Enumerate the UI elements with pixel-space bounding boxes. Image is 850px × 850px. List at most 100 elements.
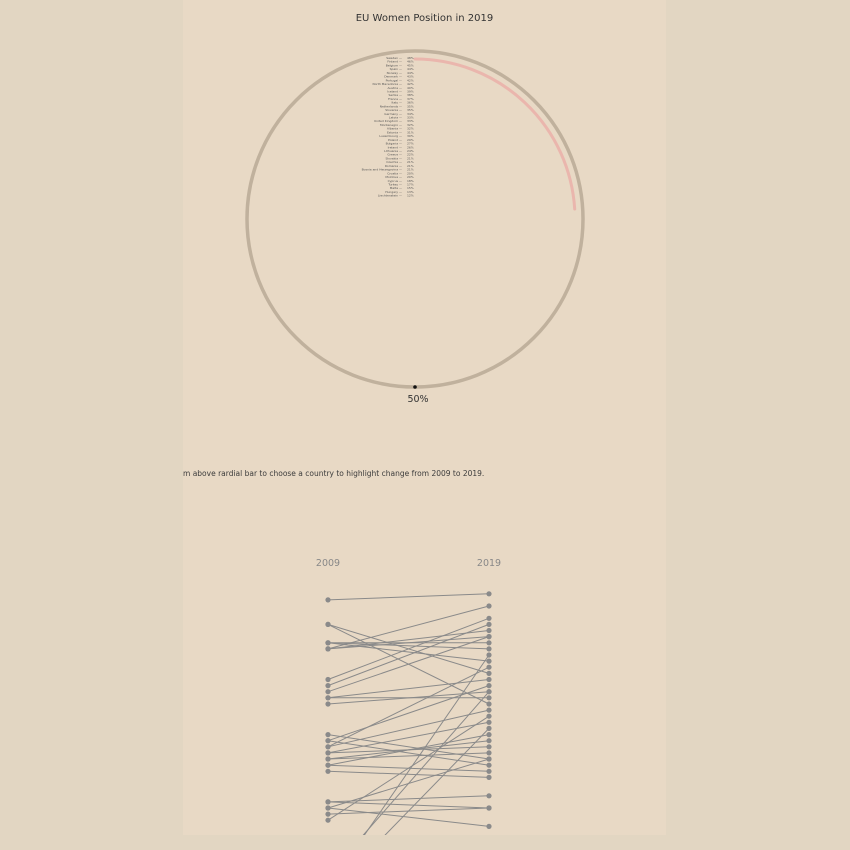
country-value-label: 42% bbox=[407, 82, 414, 86]
country-name-label[interactable]: Norway — bbox=[387, 71, 402, 75]
year-label-end: 2019 bbox=[477, 558, 501, 569]
slope-line bbox=[362, 691, 490, 835]
country-name-label[interactable]: Slovenia — bbox=[385, 108, 402, 112]
country-name-label[interactable]: Liechtenstein — bbox=[378, 194, 402, 198]
slope-line bbox=[327, 666, 490, 748]
country-value-label: 21% bbox=[407, 156, 414, 160]
slope-point bbox=[325, 738, 331, 744]
ring-marker-dot bbox=[413, 385, 417, 389]
slope-chart: 2009 2019 bbox=[316, 558, 501, 835]
radial-bar-chart[interactable]: Sweden — 48% Finland — 46% Belgium — 45% Spain… bbox=[183, 0, 666, 420]
country-value-label: 17% bbox=[407, 182, 414, 186]
country-value-label: 31% bbox=[407, 130, 414, 134]
country-name-label[interactable]: Romania — bbox=[385, 164, 402, 168]
slope-line bbox=[327, 605, 490, 650]
slope-line bbox=[327, 721, 490, 754]
percent-annotation: 50% bbox=[407, 394, 429, 405]
country-value-label: 45% bbox=[407, 63, 414, 67]
country-name-label[interactable]: Italy — bbox=[392, 101, 402, 105]
slope-line bbox=[327, 679, 490, 699]
country-name-label[interactable]: Luxembourg — bbox=[379, 134, 402, 138]
slope-point bbox=[486, 689, 492, 695]
country-name-label[interactable]: Croatia — bbox=[387, 171, 402, 175]
country-value-label: 44% bbox=[407, 67, 414, 71]
slope-line bbox=[327, 593, 490, 601]
country-name-label[interactable]: Montenegro — bbox=[380, 123, 402, 127]
slope-point bbox=[486, 732, 492, 738]
country-name-label[interactable]: Ireland — bbox=[388, 145, 402, 149]
slope-line bbox=[327, 636, 490, 650]
slope-line bbox=[327, 715, 490, 821]
country-name-label[interactable]: Serbia — bbox=[388, 93, 402, 97]
slope-line bbox=[327, 752, 490, 760]
country-name-label[interactable]: Greece — bbox=[387, 153, 402, 157]
country-value-label: 42% bbox=[407, 78, 414, 82]
slope-point bbox=[486, 634, 492, 640]
slope-point bbox=[486, 621, 492, 628]
country-name-label[interactable]: Germany — bbox=[384, 112, 402, 116]
country-value-label: 43% bbox=[407, 75, 414, 79]
country-name-label[interactable]: Latvia — bbox=[389, 116, 402, 120]
slope-line bbox=[327, 709, 490, 748]
slope-line bbox=[327, 642, 490, 650]
country-value-label: 21% bbox=[407, 168, 414, 172]
country-name-label[interactable]: Denmark — bbox=[384, 75, 402, 79]
slope-point bbox=[325, 701, 331, 707]
country-name-label[interactable]: Czechia — bbox=[386, 160, 402, 164]
country-name-label[interactable]: Belgium — bbox=[386, 63, 402, 67]
country-value-label: 38% bbox=[407, 93, 414, 97]
country-name-label[interactable]: Moldova — bbox=[385, 175, 402, 179]
slope-point bbox=[486, 744, 492, 750]
country-value-label: 33% bbox=[407, 116, 414, 120]
slope-point bbox=[325, 799, 331, 805]
country-value-label: 21% bbox=[407, 164, 414, 168]
country-value-label: 27% bbox=[407, 142, 414, 146]
country-name-label[interactable]: Portugal — bbox=[386, 78, 402, 82]
country-name-label[interactable]: Lithuania — bbox=[384, 149, 402, 153]
country-name-label[interactable]: Finland — bbox=[387, 60, 402, 64]
country-name-label[interactable]: Sweden — bbox=[386, 56, 402, 60]
slope-point bbox=[486, 676, 492, 683]
country-name-label[interactable]: Albania — bbox=[387, 127, 402, 131]
country-name-label[interactable]: United Kingdom — bbox=[374, 119, 402, 123]
country-name-label[interactable]: Bulgaria — bbox=[386, 142, 402, 146]
country-value-label: 35% bbox=[407, 104, 414, 108]
country-value-label: 26% bbox=[407, 145, 414, 149]
country-name-label[interactable]: Austria — bbox=[387, 86, 402, 90]
slope-point bbox=[325, 750, 331, 756]
country-value-label: 39% bbox=[407, 89, 414, 93]
country-name-label[interactable]: Poland — bbox=[388, 138, 402, 142]
country-name-label[interactable]: Netherlands — bbox=[380, 104, 402, 108]
country-value-label: 20% bbox=[407, 175, 414, 179]
country-value-label: 29% bbox=[407, 138, 414, 142]
slope-point bbox=[486, 664, 492, 670]
slope-point bbox=[486, 695, 492, 701]
country-name-label[interactable]: Spain — bbox=[390, 67, 402, 71]
slope-point bbox=[325, 768, 331, 774]
country-name-label[interactable]: North Macedonia — bbox=[372, 82, 402, 86]
country-name-label[interactable]: Malta — bbox=[390, 186, 402, 190]
slope-point bbox=[325, 732, 331, 738]
country-value-label: 24% bbox=[407, 149, 414, 153]
country-name-label[interactable]: Estonia — bbox=[387, 130, 402, 134]
slope-line bbox=[384, 728, 490, 835]
slope-line bbox=[327, 623, 490, 687]
country-value-label: 21% bbox=[407, 160, 414, 164]
slope-point bbox=[486, 762, 492, 768]
slope-point bbox=[325, 689, 331, 695]
country-name-label[interactable]: France — bbox=[388, 97, 402, 101]
country-name-label[interactable]: Turkey — bbox=[387, 182, 402, 186]
highlight-arc[interactable] bbox=[413, 57, 577, 211]
country-name-label[interactable]: Cyprus — bbox=[388, 179, 402, 183]
slope-point bbox=[486, 725, 492, 732]
slope-point bbox=[325, 676, 331, 683]
country-label-list[interactable]: Sweden — 48% Finland — 46% Belgium — 45% Spain… bbox=[362, 56, 414, 198]
country-value-label: 18% bbox=[407, 179, 414, 183]
country-name-label[interactable]: Hungary — bbox=[385, 190, 402, 194]
slope-point bbox=[325, 805, 331, 811]
slope-line bbox=[327, 630, 490, 650]
country-name-label[interactable]: Iceland — bbox=[387, 89, 402, 93]
country-name-label[interactable]: Slovakia — bbox=[385, 156, 402, 160]
slope-line bbox=[327, 734, 490, 766]
country-name-label[interactable]: Bosnia and Herzegovina — bbox=[362, 168, 402, 172]
